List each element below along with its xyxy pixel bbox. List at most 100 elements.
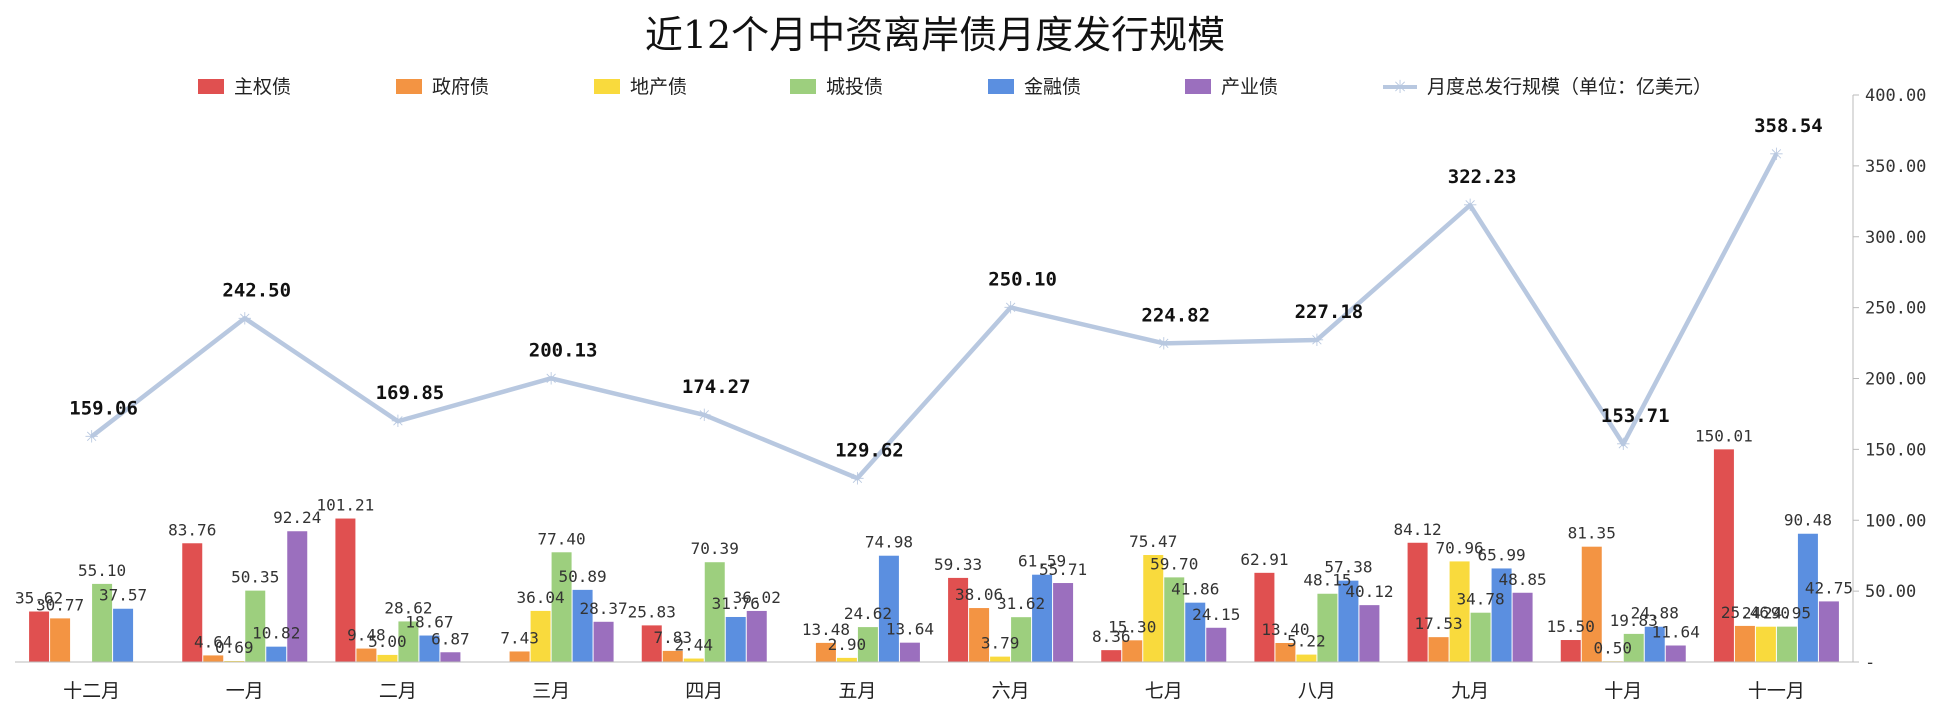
- bar-label-6-4: 61.59: [1018, 552, 1066, 571]
- bar-label-6-2: 3.79: [981, 634, 1020, 653]
- bar-label-4-5: 36.02: [733, 588, 781, 607]
- bar-label-0-1: 30.77: [36, 595, 84, 614]
- bar-8-1: [1275, 643, 1296, 662]
- y-tick-label-3: 150.00: [1865, 440, 1926, 460]
- y-tick-label-0: -: [1865, 653, 1875, 673]
- legend-swatch-4: [988, 79, 1014, 94]
- bar-6-1: [969, 608, 990, 662]
- bar-label-8-5: 40.12: [1345, 582, 1393, 601]
- bar-11-2: [1755, 626, 1776, 662]
- bar-label-2-4: 18.67: [405, 613, 453, 632]
- bar-0-1: [50, 618, 71, 662]
- x-tick-label-8: 八月: [1298, 680, 1336, 702]
- bar-11-5: [1818, 601, 1839, 662]
- bar-label-5-1: 13.48: [802, 620, 850, 639]
- line-label-8: 227.18: [1295, 301, 1364, 323]
- bar-5-3: [857, 627, 878, 662]
- bar-0-3: [92, 583, 113, 662]
- line-marker-0: ✳: [84, 428, 98, 448]
- bar-label-5-2: 2.90: [828, 635, 867, 654]
- bar-4-4: [725, 616, 746, 662]
- bar-9-0: [1407, 542, 1428, 662]
- bar-1-3: [245, 590, 266, 662]
- bar-label-10-2: 0.50: [1593, 638, 1632, 657]
- bar-11-4: [1797, 533, 1818, 662]
- bar-label-2-5: 6.87: [431, 629, 470, 648]
- bar-5-4: [878, 555, 899, 662]
- legend-line-marker: ✳: [1392, 77, 1407, 98]
- line-marker-7: ✳: [1157, 334, 1171, 354]
- line-marker-9: ✳: [1463, 196, 1477, 216]
- bar-9-4: [1491, 568, 1512, 662]
- legend-swatch-1: [396, 79, 422, 94]
- y-tick-label-6: 300.00: [1865, 228, 1926, 248]
- y-axis: - 50.00 100.00 150.00 200.00 250.00 300.00 350.…: [1852, 86, 1926, 673]
- bar-label-1-4: 10.82: [252, 624, 300, 643]
- bar-label-11-0: 150.01: [1695, 426, 1753, 445]
- bar-7-2: [1143, 555, 1164, 662]
- bar-label-8-4: 57.38: [1324, 558, 1372, 577]
- line-label-3: 200.13: [529, 339, 598, 361]
- y-tick-label-7: 350.00: [1865, 157, 1926, 177]
- legend-label-5: 产业债: [1221, 76, 1278, 98]
- line-marker-1: ✳: [238, 309, 252, 329]
- bar-label-3-5: 28.37: [579, 599, 627, 618]
- line-label-7: 224.82: [1141, 304, 1210, 326]
- bar-label-6-5: 55.71: [1039, 560, 1087, 579]
- line-marker-2: ✳: [391, 412, 405, 432]
- line-marker-3: ✳: [544, 369, 558, 389]
- line-marker-6: ✳: [1003, 298, 1017, 318]
- x-tick-label-9: 九月: [1451, 680, 1489, 702]
- bar-label-4-4: 31.76: [712, 594, 760, 613]
- bar-9-1: [1428, 637, 1449, 662]
- bar-7-1: [1122, 640, 1143, 662]
- bar-label-1-3: 50.35: [231, 568, 279, 587]
- x-tick-label-7: 七月: [1145, 680, 1183, 702]
- bar-label-11-4: 90.48: [1784, 511, 1832, 530]
- bar-label-9-2: 70.96: [1435, 538, 1483, 557]
- bar-label-4-2: 2.44: [674, 636, 713, 655]
- bar-5-5: [899, 642, 920, 662]
- bar-label-7-2: 75.47: [1129, 532, 1177, 551]
- bar-label-11-3: 24.95: [1763, 604, 1811, 623]
- bar-label-1-2: 0.69: [215, 638, 254, 657]
- legend-swatch-3: [790, 79, 816, 94]
- x-tick-label-10: 十月: [1604, 680, 1642, 702]
- chart-title: 近12个月中资离岸债月度发行规模: [645, 13, 1225, 57]
- line-label-6: 250.10: [988, 268, 1057, 290]
- bar-3-1: [509, 651, 530, 662]
- bar-2-3: [398, 621, 419, 662]
- bar-7-5: [1206, 627, 1227, 662]
- x-axis: 十二月 一月 二月 三月 四月 五月 六月 七月 八月 九月 十月 十一月: [15, 661, 1853, 702]
- bar-label-4-3: 70.39: [691, 539, 739, 558]
- bar-label-9-4: 65.99: [1477, 545, 1525, 564]
- bar-3-2: [530, 610, 551, 662]
- bar-label-1-0: 83.76: [168, 520, 216, 539]
- bar-10-1: [1581, 546, 1602, 662]
- y-tick-label-8: 400.00: [1865, 86, 1926, 106]
- bar-4-0: [641, 625, 662, 662]
- line-label-4: 174.27: [682, 376, 751, 398]
- legend-label-3: 城投债: [826, 76, 883, 98]
- bar-7-4: [1185, 602, 1206, 662]
- bar-label-4-1: 7.83: [653, 628, 692, 647]
- bar-label-8-2: 5.22: [1287, 632, 1326, 651]
- bar-3-3: [551, 552, 572, 662]
- total-line-series: ✳ 159.06 ✳ 242.50 ✳ 169.85 ✳ 200.13 ✳ 174.27 ✳ 129.…: [69, 115, 1822, 489]
- bar-7-3: [1164, 577, 1185, 662]
- line-marker-4: ✳: [697, 406, 711, 426]
- line-label-2: 169.85: [376, 382, 445, 404]
- line-label-5: 129.62: [835, 439, 904, 461]
- bar-8-3: [1317, 593, 1338, 662]
- bar-label-8-1: 13.40: [1261, 620, 1309, 639]
- bar-label-9-5: 48.85: [1498, 570, 1546, 589]
- bar-1-0: [182, 543, 203, 662]
- bar-10-0: [1560, 640, 1581, 662]
- bar-label-2-3: 28.62: [384, 598, 432, 617]
- bar-1-5: [287, 531, 308, 662]
- bar-label-3-3: 77.40: [537, 529, 585, 548]
- bar-11-0: [1713, 449, 1734, 662]
- bar-1-4: [266, 646, 287, 662]
- line-label-10: 153.71: [1601, 405, 1670, 427]
